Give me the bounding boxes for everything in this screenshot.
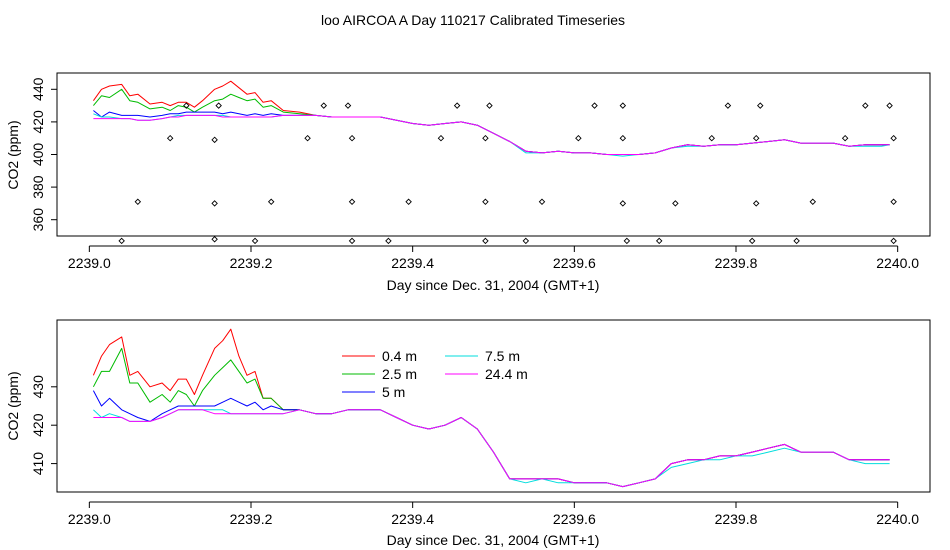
top-diamond-marker: [482, 198, 489, 206]
top-diamond-marker: [385, 237, 392, 245]
top-diamond-marker: [841, 134, 849, 142]
bottom-y-tick-label: 410: [30, 452, 46, 476]
bottom-y-axis: 410 420 430: [30, 375, 58, 476]
top-series-2.5m: [93, 88, 890, 155]
legend-label-24.4m: 24.4 m: [485, 366, 528, 382]
top-diamond-marker: [655, 237, 663, 245]
top-diamond-marker: [134, 198, 142, 206]
top-diamond-marker: [251, 237, 259, 245]
top-diamond-marker: [405, 198, 412, 206]
top-x-tick-label: 2239.0: [68, 255, 111, 271]
bottom-x-tick-label: 2239.6: [553, 511, 596, 527]
top-diamond-marker: [708, 134, 715, 142]
bottom-panel: 2239.0 2239.2 2239.4 2239.6 2239.8 2240.0 410…: [5, 319, 931, 548]
bottom-series-layer: [92, 328, 890, 488]
top-diamond-marker: [118, 237, 125, 245]
top-diamond-marker: [453, 102, 461, 109]
top-x-tick-label: 2239.4: [391, 255, 434, 271]
bottom-x-tick-label: 2239.2: [230, 511, 273, 527]
legend-label-7.5m: 7.5 m: [485, 348, 520, 364]
legend-label-5m: 5 m: [382, 384, 405, 400]
top-diamond-marker: [348, 198, 356, 206]
top-diamond-marker: [619, 134, 627, 142]
top-y-axis: 360 380 400 420 440: [30, 77, 58, 232]
legend: 0.4 m 2.5 m 5 m 7.5 m 24.4 m: [342, 348, 528, 400]
top-diamond-marker: [344, 102, 352, 109]
top-series-24.4m: [93, 114, 890, 155]
top-plot-box: [56, 72, 931, 237]
top-diamond-marker: [211, 236, 218, 243]
top-diamond-marker: [482, 237, 489, 245]
top-diamond-marker: [575, 134, 582, 142]
bottom-x-axis-label: Day since Dec. 31, 2004 (GMT+1): [387, 532, 600, 548]
bottom-x-tick-label: 2239.8: [715, 511, 758, 527]
top-marker-layer: [118, 102, 897, 245]
top-x-axis-label: Day since Dec. 31, 2004 (GMT+1): [387, 277, 600, 293]
top-diamond-marker: [348, 237, 356, 245]
top-diamond-marker: [862, 102, 869, 109]
top-series-7.5m: [93, 113, 890, 157]
top-diamond-marker: [619, 200, 627, 207]
top-diamond-marker: [793, 237, 800, 245]
legend-label-0.4m: 0.4 m: [382, 348, 417, 364]
top-x-tick-label: 2239.2: [230, 255, 273, 271]
bottom-x-axis: 2239.0 2239.2 2239.4 2239.6 2239.8 2240.0: [68, 501, 919, 527]
top-x-axis: 2239.0 2239.2 2239.4 2239.6 2239.8 2240.0: [68, 245, 919, 271]
top-diamond-marker: [538, 198, 546, 206]
top-diamond-marker: [211, 136, 218, 144]
top-y-axis-label: CO2 (ppm): [5, 120, 21, 189]
top-y-tick-label: 440: [30, 77, 46, 101]
top-diamond-marker: [482, 134, 489, 142]
top-diamond-marker: [752, 200, 760, 207]
top-x-tick-label: 2239.6: [553, 255, 596, 271]
top-diamond-marker: [215, 102, 222, 109]
top-diamond-marker: [304, 134, 311, 142]
top-diamond-marker: [672, 200, 679, 207]
top-y-tick-label: 380: [30, 175, 46, 199]
top-diamond-marker: [748, 237, 756, 245]
top-diamond-marker: [757, 102, 764, 109]
top-diamond-marker: [267, 198, 275, 206]
bottom-y-tick-label: 430: [30, 375, 46, 399]
top-diamond-marker: [752, 134, 760, 142]
top-y-tick-label: 420: [30, 110, 46, 134]
legend-label-2.5m: 2.5 m: [382, 366, 417, 382]
top-series-layer: [92, 80, 890, 157]
bottom-x-tick-label: 2239.0: [68, 511, 111, 527]
bottom-series-5m: [92, 390, 890, 488]
top-diamond-marker: [348, 134, 356, 142]
top-x-tick-label: 2239.8: [715, 255, 758, 271]
bottom-x-tick-label: 2240.0: [876, 511, 919, 527]
top-diamond-marker: [890, 134, 897, 142]
top-diamond-marker: [724, 102, 732, 109]
top-diamond-marker: [886, 102, 893, 109]
top-diamond-marker: [623, 237, 631, 245]
top-series-0.4m: [92, 80, 890, 155]
top-diamond-marker: [591, 102, 598, 109]
top-y-tick-label: 400: [30, 143, 46, 167]
figure-title: loo AIRCOA A Day 110217 Calibrated Times…: [321, 12, 625, 28]
top-diamond-marker: [166, 134, 174, 142]
top-diamond-marker: [486, 102, 493, 109]
top-y-tick-label: 360: [30, 208, 46, 232]
top-panel: 2239.0 2239.2 2239.4 2239.6 2239.8 2240.0 360…: [5, 72, 931, 293]
top-diamond-marker: [809, 198, 817, 206]
top-diamond-marker: [890, 198, 897, 206]
bottom-y-axis-label: CO2 (ppm): [5, 371, 21, 440]
top-diamond-marker: [211, 200, 218, 207]
top-diamond-marker: [437, 134, 445, 142]
top-diamond-marker: [320, 102, 327, 109]
top-diamond-marker: [183, 102, 190, 109]
bottom-x-tick-label: 2239.4: [391, 511, 434, 527]
bottom-series-24.4m: [93, 409, 890, 488]
bottom-y-tick-label: 420: [30, 413, 46, 437]
top-diamond-marker: [890, 237, 897, 245]
top-x-tick-label: 2240.0: [876, 255, 919, 271]
top-diamond-marker: [619, 102, 627, 109]
top-diamond-marker: [522, 237, 530, 245]
